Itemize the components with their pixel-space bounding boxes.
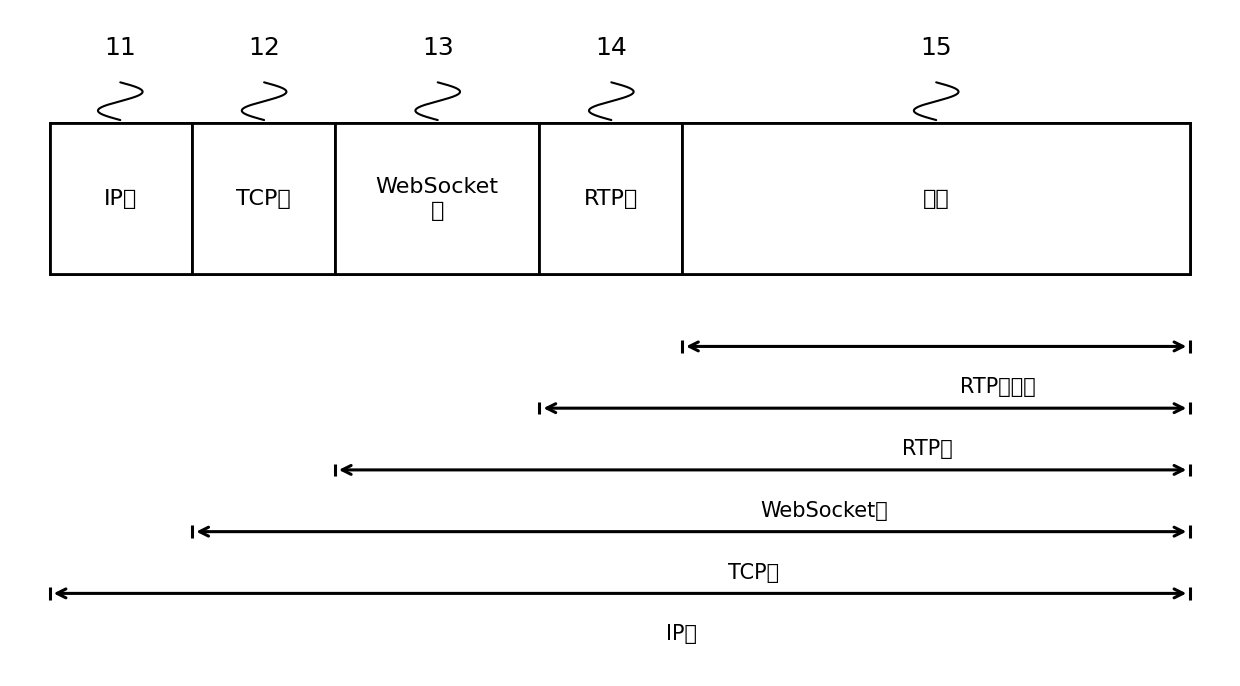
Bar	[50, 123, 192, 274]
Text: 14: 14	[595, 36, 627, 60]
Text: RTP净负荷: RTP净负荷	[960, 377, 1037, 397]
Text: 12: 12	[248, 36, 280, 60]
Text: WebSocket
头: WebSocket 头	[376, 178, 498, 220]
Text: RTP头: RTP头	[584, 189, 637, 209]
Bar	[192, 123, 335, 274]
Bar	[682, 123, 1190, 274]
Bar	[539, 123, 682, 274]
Text: IP头: IP头	[104, 189, 138, 209]
Text: TCP头: TCP头	[236, 189, 291, 209]
Text: 13: 13	[422, 36, 454, 60]
Text: RTP包: RTP包	[901, 439, 952, 459]
Text: 数据: 数据	[923, 189, 950, 209]
Text: 11: 11	[104, 36, 136, 60]
Text: 15: 15	[920, 36, 952, 60]
Bar	[50, 123, 1190, 274]
Bar	[335, 123, 539, 274]
Text: WebSocket包: WebSocket包	[760, 501, 889, 521]
Text: TCP包: TCP包	[728, 563, 779, 582]
Text: IP包: IP包	[667, 624, 697, 644]
